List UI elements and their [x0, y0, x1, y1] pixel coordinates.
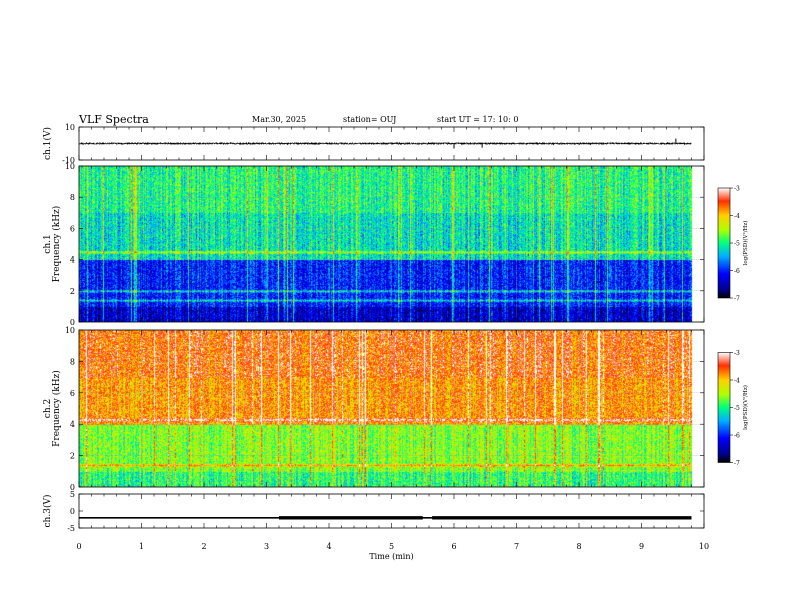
- ch2-spectrogram-ytick-label: 8: [70, 357, 75, 366]
- ch3-waveform-xtick-label: 1: [139, 542, 144, 551]
- ch2-spectrogram-colorbar-tick-label: -5: [734, 405, 740, 412]
- ch1-waveform-ytick-label: -10: [62, 156, 75, 165]
- ch1-spectrogram-colorbar: [717, 187, 731, 299]
- ch3-waveform-xtick-label: 3: [264, 542, 269, 551]
- ch2-spectrogram-ylabel: Frequency (kHz): [51, 370, 62, 447]
- x-axis-label: Time (min): [369, 552, 413, 561]
- ch3-waveform-xtick-label: 0: [76, 542, 81, 551]
- ch1-spectrogram-ytick-label: 6: [70, 224, 75, 233]
- ch1-spectrogram-ytick-label: 0: [70, 318, 75, 327]
- ch3-waveform-xtick-label: 6: [451, 542, 456, 551]
- station-label: station= OUJ: [343, 115, 397, 124]
- ch3-waveform-xtick-label: 7: [514, 542, 519, 551]
- ch2-spectrogram-colorbar-tick-label: -7: [734, 460, 740, 467]
- ch1-spectrogram-ytick-label: 4: [70, 256, 75, 265]
- ch2-spectrogram-colorbar-tick-label: -3: [734, 350, 740, 357]
- ch1-spectrogram-colorbar-label: log(PSD)(V²/Hz): [742, 221, 749, 266]
- ch3-waveform-ytick-label: -5: [67, 524, 75, 533]
- ch2-spectrogram-ytick-label: 0: [70, 483, 75, 492]
- chart-title: VLF Spectra: [79, 113, 149, 126]
- ch2-spectrogram-colorbar-label: log(PSD)(V²/Hz): [742, 385, 749, 430]
- ch2-spectrogram-ytick-label: 6: [70, 389, 75, 398]
- ch3-waveform-xtick-label: 2: [201, 542, 206, 551]
- ch2-spectrogram-ytick-label: 2: [70, 452, 75, 461]
- ch1-spectrogram-colorbar-tick-label: -4: [734, 213, 740, 220]
- ch1-spectrogram-ytick-label: 2: [70, 287, 75, 296]
- ch1-spectrogram-colorbar-tick-label: -6: [734, 268, 740, 275]
- ch2-spectrogram-ytick-label: 10: [65, 326, 75, 335]
- ch1-spectrogram-ylabel: Frequency (kHz): [51, 206, 62, 283]
- start-time-label: start UT = 17: 10: 0: [437, 115, 519, 124]
- ch1-waveform-ytick-label: 10: [65, 123, 75, 132]
- ch3-waveform-xtick-label: 8: [576, 542, 581, 551]
- ch2-spectrogram-colorbar-tick-label: -4: [734, 378, 740, 385]
- ch2-spectrogram-colorbar-tick-label: -6: [734, 433, 740, 440]
- ch3-waveform-xtick-label: 10: [699, 542, 709, 551]
- ch1-spectrogram-ylabel: ch.1: [43, 234, 53, 253]
- ch1-waveform-trace: [78, 141, 692, 146]
- ch1-spectrogram-ytick-label: 8: [70, 193, 75, 202]
- ch3-waveform-xtick-label: 9: [639, 542, 644, 551]
- ch2-spectrogram-colorbar: [717, 352, 731, 463]
- ch1-waveform-ylabel: ch.1(V): [42, 127, 53, 160]
- ch2-spectrogram-ylabel: ch.2: [43, 399, 53, 418]
- ch1-spectrogram-ytick-label: 10: [65, 162, 75, 171]
- ch2-spectrogram-ytick-label: 4: [70, 420, 75, 429]
- ch3-waveform-xtick-label: 4: [326, 542, 331, 551]
- ch1-spectrogram-colorbar-tick-label: -3: [734, 186, 740, 193]
- ch3-waveform-ytick-label: 5: [70, 490, 75, 499]
- ch3-waveform-frame: [78, 493, 705, 529]
- date-label: Mar.30, 2025: [252, 115, 307, 124]
- ch1-spectrogram-colorbar-tick-label: -5: [734, 241, 740, 248]
- ch3-waveform-xtick-label: 5: [389, 542, 394, 551]
- ch3-waveform-ytick-label: 0: [70, 507, 75, 516]
- ch3-waveform-ylabel: ch.3(V): [42, 495, 53, 528]
- ch1-spectrogram-colorbar-tick-label: -7: [734, 296, 740, 303]
